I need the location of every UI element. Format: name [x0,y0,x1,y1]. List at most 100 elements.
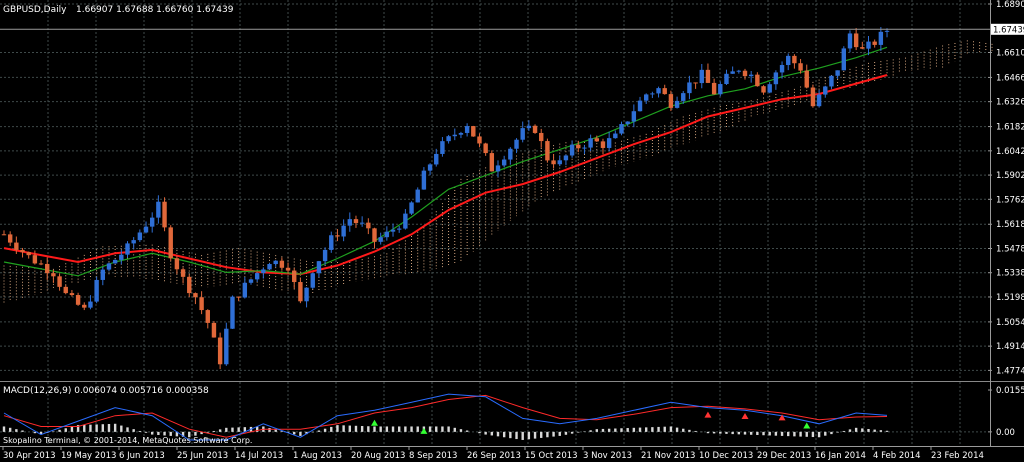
candle-body [335,235,340,237]
price-tick-label: 1.49140 [996,342,1024,352]
macd-signal-markers [371,411,811,434]
copyright-text: Skopalino Terminal, © 2001-2014, MetaQuo… [3,436,252,445]
candle-body [100,269,105,280]
candle-body [88,301,93,308]
candle-body [421,170,427,190]
slow-moving-average-line [3,74,888,276]
candle-body [187,276,192,294]
price-tick-label: 1.66100 [996,48,1024,58]
candle-body [248,279,254,283]
macd-signal-arrow [420,427,428,434]
price-tick-label: 1.47740 [996,366,1024,376]
current-price-tag [991,23,1024,35]
candle-body [779,65,785,73]
candle-body [693,82,698,84]
candle-body [236,296,241,298]
candle-body [724,73,729,85]
candle-body [699,69,704,84]
time-tick-label: 8 Sep 2013 [409,451,457,461]
candle-body [508,148,513,160]
time-tick-label: 3 Nov 2013 [583,451,632,461]
candle-body [477,136,482,144]
candle-body [557,160,562,165]
candle-body [224,328,229,365]
candle-body [366,222,371,229]
candle-body [458,132,464,135]
candle-body [569,144,575,156]
candle-body [45,263,50,274]
candle-body [853,33,859,48]
candle-body [718,84,723,95]
candle-body [199,297,204,311]
candle-body [279,260,285,268]
candle-body [545,141,550,161]
candle-body [551,160,556,165]
macd-signal-arrow [741,413,749,420]
candle-body [329,235,334,250]
time-tick-label: 15 Oct 2013 [525,451,578,461]
candle-body [810,87,816,107]
candle-body [816,94,822,107]
macd-main-line [3,393,888,441]
candle-body [798,63,803,71]
candle-body [662,88,667,95]
candle-body [464,126,470,133]
macd-signal-arrow [704,411,712,418]
candle-body [767,84,772,93]
macd-pane[interactable]: 0.01551 0.00 MACD(12,26,9) 0.006074 0.005… [0,382,1024,445]
candle-body [131,240,136,244]
candle-body [38,263,44,265]
candle-body [298,282,303,302]
candle-body [644,94,649,101]
candle-body [106,263,112,270]
candle-body [125,243,130,255]
candle-body [606,138,612,148]
price-tick-label: 1.51980 [996,293,1024,303]
candle-body [310,273,315,288]
time-tick-label: 4 Feb 2014 [873,451,921,461]
candle-body [823,86,828,95]
candle-body [353,219,359,224]
candle-body [804,70,809,88]
candle-body [687,82,692,94]
price-pane[interactable]: 1.67439 1.68900 1.66100 1.64660 1.63260 1.61… [0,0,1024,378]
time-tick-label: 25 Jun 2013 [177,451,228,461]
candle-body [656,88,661,94]
candle-body [273,260,278,265]
candle-body [112,259,118,264]
candle-body [582,147,587,149]
price-tick-label: 1.59020 [996,171,1024,181]
candle-body [180,269,186,277]
candle-body [137,232,143,241]
candle-body [7,234,13,243]
candle-body [143,226,149,233]
candle-body [75,295,81,305]
macd-tick-label: 0.01551 [996,386,1024,396]
time-tick-label: 10 Dec 2013 [699,451,753,461]
time-tick-label: 26 Sep 2013 [467,451,521,461]
candle-body [390,229,396,232]
candle-body [82,304,87,308]
macd-histogram [2,423,889,440]
candle-body [514,139,519,149]
macd-signal-arrow [803,422,811,429]
candle-body [650,93,655,95]
candle-body [434,153,439,165]
candle-body [613,133,618,139]
candle-body [304,287,309,302]
candle-body [242,282,248,298]
candle-body [705,69,711,83]
candle-body [119,254,124,260]
candle-body [156,201,161,218]
price-tick-label: 1.68900 [996,0,1024,10]
candle-body [316,261,322,274]
candle-body [471,126,476,137]
candle-body [878,31,884,45]
candle-body [860,47,865,49]
candle-body [32,255,38,264]
candle-body [63,286,68,294]
candle-body [600,141,606,148]
candle-body [792,55,797,64]
chart-ohlc-values: 1.66907 1.67688 1.66760 1.67439 [76,5,234,15]
